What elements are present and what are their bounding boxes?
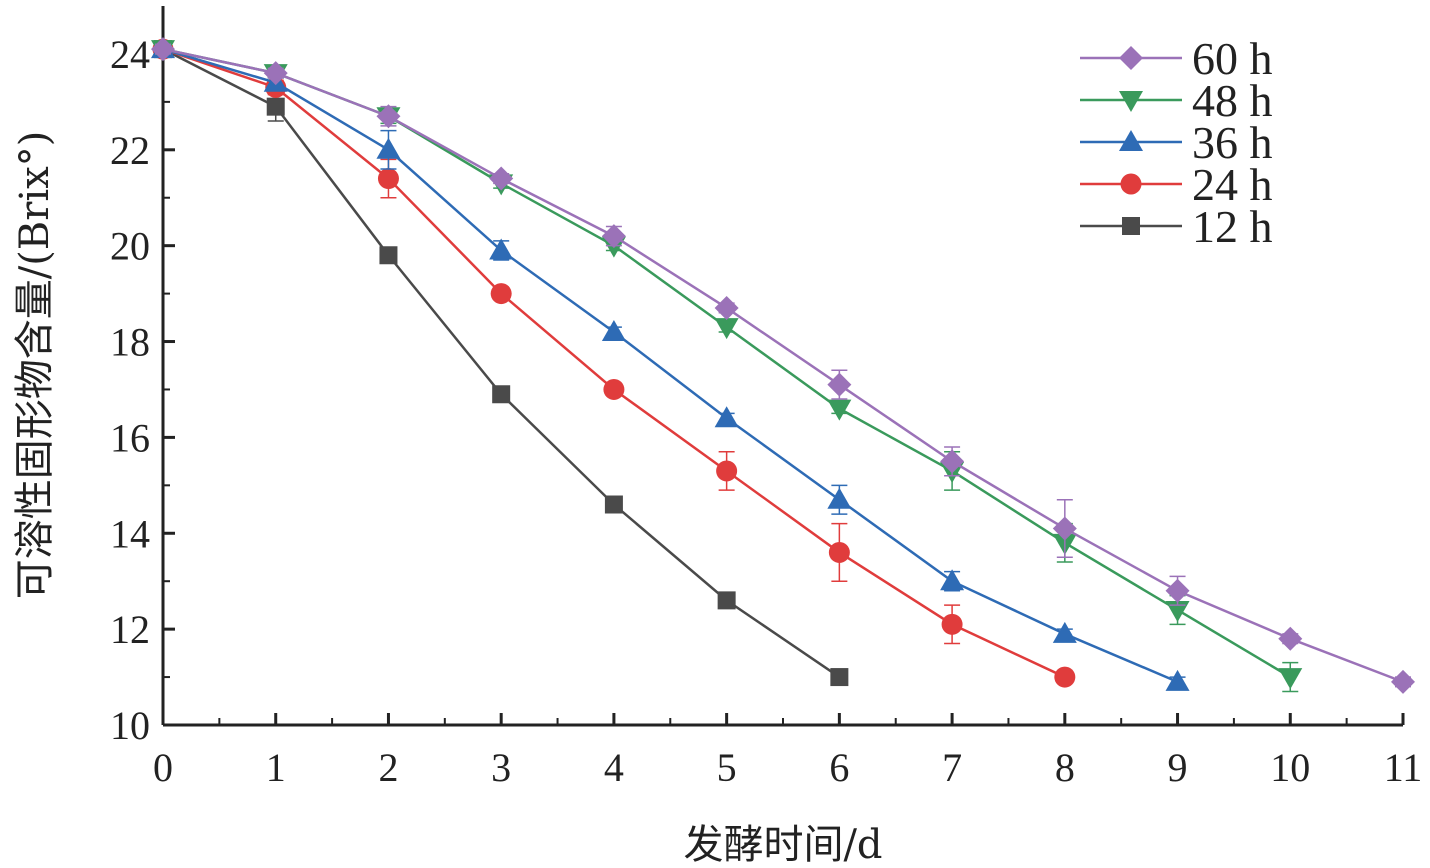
data-point [490, 283, 512, 305]
data-point [151, 37, 175, 62]
y-tick-label: 22 [110, 128, 150, 173]
x-tick-label: 3 [491, 745, 511, 790]
legend-item: 12 h [1080, 201, 1273, 252]
series-line [162, 47, 1179, 684]
x-tick-label: 7 [942, 745, 962, 790]
data-point [604, 495, 623, 514]
data-point [376, 137, 401, 159]
data-point [827, 399, 852, 421]
legend-item: 36 h [1080, 117, 1273, 168]
data-point [828, 541, 850, 563]
data-point [830, 668, 849, 687]
legend-label: 12 h [1192, 201, 1273, 252]
data-point [601, 319, 626, 341]
data-point [1278, 668, 1303, 690]
data-point [717, 591, 736, 610]
legend: 60 h48 h36 h24 h12 h [1080, 33, 1273, 252]
data-point [1054, 666, 1076, 688]
data-point [716, 460, 738, 482]
data-point [377, 168, 399, 190]
legend-item: 60 h [1080, 33, 1273, 84]
legend-label: 60 h [1192, 33, 1273, 84]
y-tick-label: 16 [110, 415, 150, 460]
data-point [266, 97, 285, 116]
data-point [489, 166, 514, 191]
x-tick-label: 10 [1270, 745, 1310, 790]
series-line [162, 47, 1066, 679]
data-point [1278, 626, 1303, 651]
legend-label: 48 h [1192, 75, 1273, 126]
data-point [1165, 578, 1190, 603]
x-tick-label: 4 [604, 745, 624, 790]
series-12h [154, 40, 849, 687]
data-point [376, 104, 401, 129]
series-60h [151, 37, 1415, 694]
data-point [714, 406, 739, 428]
legend-marker [1119, 130, 1143, 151]
data-point [1391, 669, 1415, 694]
data-point [940, 449, 965, 474]
x-axis-label: 发酵时间/d [683, 822, 882, 868]
y-tick-label: 24 [110, 32, 150, 77]
data-point [940, 569, 965, 591]
series-36h [151, 37, 1190, 691]
legend-item: 24 h [1080, 159, 1273, 210]
y-axis-label: 可溶性固形物含量/(Brix°) [12, 131, 58, 600]
x-tick-label: 0 [153, 745, 173, 790]
x-tick-label: 5 [717, 745, 737, 790]
legend-marker [1120, 173, 1142, 195]
data-point [379, 246, 398, 265]
series-24h [152, 38, 1076, 688]
y-tick-label: 14 [110, 511, 150, 556]
data-point [1165, 600, 1190, 622]
data-point [827, 372, 852, 397]
data-point [492, 385, 511, 404]
data-point [601, 224, 626, 249]
series-line [162, 48, 841, 679]
data-point [489, 238, 514, 260]
data-point [1052, 621, 1077, 643]
series-line [162, 47, 1291, 679]
data-point [827, 487, 852, 509]
x-tick-label: 6 [829, 745, 849, 790]
y-tick-label: 12 [110, 607, 150, 652]
data-point [263, 61, 288, 86]
data-point [603, 378, 625, 400]
series-line [162, 47, 1404, 684]
legend-marker [1122, 217, 1140, 235]
legend-item: 48 h [1080, 75, 1273, 126]
data-point [714, 318, 739, 340]
data-point [941, 613, 963, 635]
data-point [1165, 669, 1190, 691]
data-point [714, 295, 739, 320]
series-layer [151, 37, 1415, 694]
data-point [1052, 516, 1077, 541]
legend-label: 24 h [1192, 159, 1273, 210]
y-tick-label: 10 [110, 703, 150, 748]
x-tick-label: 9 [1168, 745, 1188, 790]
legend-label: 36 h [1192, 117, 1273, 168]
x-tick-label: 1 [266, 745, 286, 790]
y-tick-label: 20 [110, 224, 150, 269]
x-tick-label: 11 [1384, 745, 1423, 790]
x-tick-label: 2 [378, 745, 398, 790]
y-tick-label: 18 [110, 320, 150, 365]
legend-marker [1119, 91, 1143, 112]
x-tick-label: 8 [1055, 745, 1075, 790]
legend-marker [1119, 46, 1143, 70]
